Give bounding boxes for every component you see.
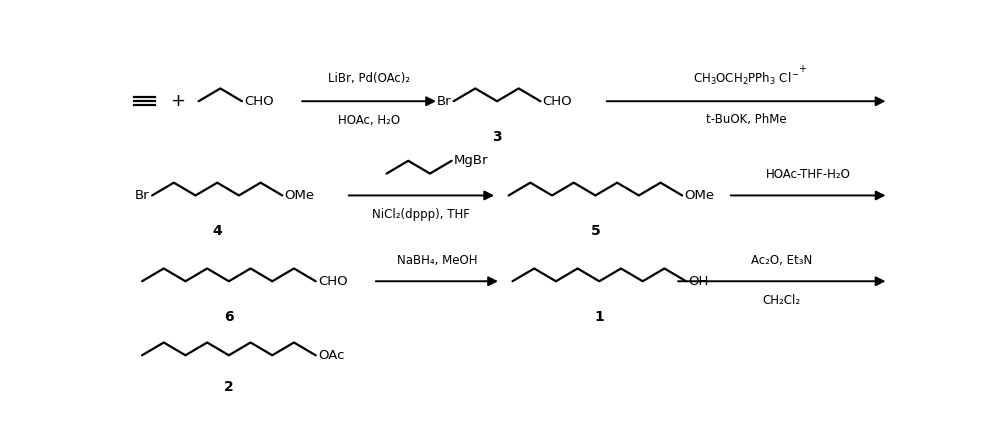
Text: HOAc, H₂O: HOAc, H₂O	[338, 114, 400, 127]
Text: t-BuOK, PhMe: t-BuOK, PhMe	[706, 113, 786, 126]
Text: Br: Br	[135, 189, 150, 202]
Text: NiCl₂(dppp), THF: NiCl₂(dppp), THF	[372, 208, 470, 221]
Text: OH: OH	[688, 275, 709, 288]
Text: HOAc-THF-H₂O: HOAc-THF-H₂O	[766, 168, 851, 181]
Text: NaBH₄, MeOH: NaBH₄, MeOH	[397, 254, 477, 267]
Text: 4: 4	[212, 224, 222, 238]
Text: +: +	[170, 92, 185, 110]
Text: CHO: CHO	[318, 275, 348, 288]
Text: OMe: OMe	[685, 189, 715, 202]
Text: CHO: CHO	[244, 95, 274, 108]
Text: OMe: OMe	[285, 189, 315, 202]
Text: 5: 5	[591, 224, 600, 238]
Text: Ac₂O, Et₃N: Ac₂O, Et₃N	[751, 254, 812, 267]
Text: 6: 6	[224, 310, 234, 324]
Text: MgBr: MgBr	[454, 154, 488, 167]
Text: CHO: CHO	[543, 95, 572, 108]
Text: OAc: OAc	[318, 349, 344, 362]
Text: 3: 3	[492, 130, 502, 144]
Text: CH$_3$OCH$_2$PPh$_3$ Cl$^-$: CH$_3$OCH$_2$PPh$_3$ Cl$^-$	[693, 71, 800, 87]
Text: 1: 1	[594, 310, 604, 324]
Text: Br: Br	[437, 95, 451, 108]
Text: LiBr, Pd(OAc)₂: LiBr, Pd(OAc)₂	[328, 72, 410, 85]
Text: 2: 2	[224, 379, 234, 393]
Text: +: +	[798, 64, 806, 74]
Text: CH₂Cl₂: CH₂Cl₂	[763, 294, 801, 307]
